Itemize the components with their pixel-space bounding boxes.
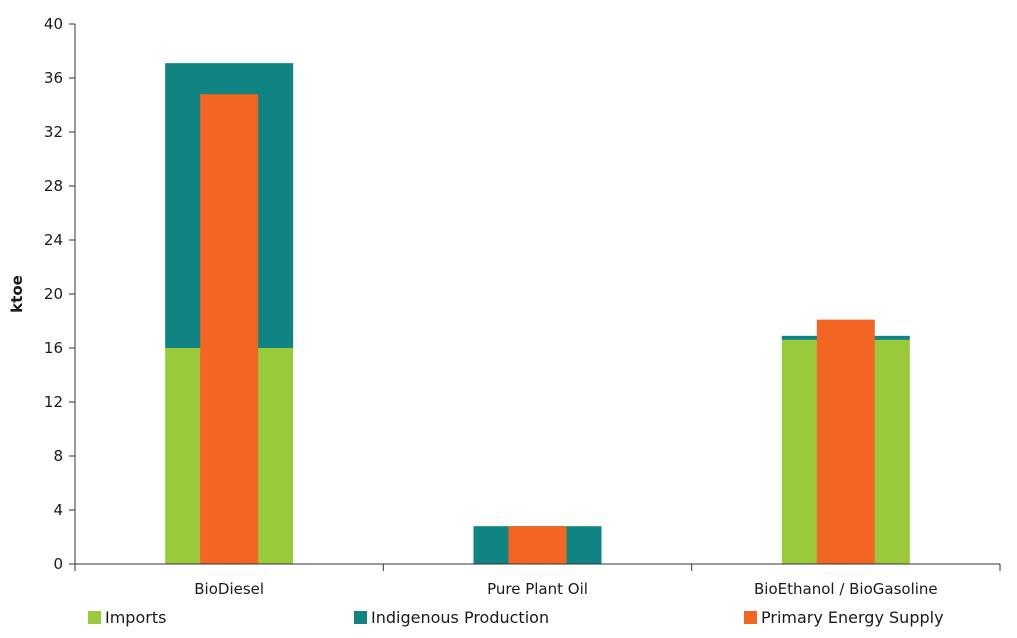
legend-swatch-imports xyxy=(88,611,101,624)
legend: Imports Indigenous Production Primary Ener… xyxy=(88,608,944,627)
bar-primary-energy-supply-bioethanol-biogasoline xyxy=(816,319,875,564)
y-tick-label: 16 xyxy=(44,339,63,357)
legend-swatch-indigenous-production xyxy=(354,611,367,624)
x-tick-label: BioEthanol / BioGasoline xyxy=(754,580,938,598)
legend-label-imports: Imports xyxy=(105,608,166,627)
y-tick-label: 36 xyxy=(44,69,63,87)
y-tick-label: 4 xyxy=(53,501,63,519)
y-tick-label: 32 xyxy=(44,123,63,141)
x-tick-label: BioDiesel xyxy=(194,580,264,598)
y-tick-label: 20 xyxy=(44,285,63,303)
y-tick-label: 0 xyxy=(53,555,63,573)
x-ticks: BioDiesel Pure Plant Oil BioEthanol / BioG… xyxy=(74,564,1001,598)
bars-group xyxy=(165,63,910,564)
bar-primary-energy-supply-biodiesel xyxy=(200,94,259,564)
legend-label-indigenous-production: Indigenous Production xyxy=(371,608,549,627)
y-tick-label: 24 xyxy=(44,231,63,249)
y-ticks: 0 4 8 12 16 20 24 28 32 36 40 xyxy=(44,15,75,573)
y-axis-title: ktoe xyxy=(8,275,26,313)
legend-label-primary-energy-supply: Primary Energy Supply xyxy=(761,608,944,627)
legend-swatch-primary-energy-supply xyxy=(744,611,757,624)
y-tick-label: 8 xyxy=(53,447,63,465)
bar-primary-energy-supply-pure-plant-oil xyxy=(508,526,567,564)
x-tick-label: Pure Plant Oil xyxy=(487,580,588,598)
y-tick-label: 12 xyxy=(44,393,63,411)
y-tick-label: 28 xyxy=(44,177,63,195)
y-tick-label: 40 xyxy=(44,15,63,33)
